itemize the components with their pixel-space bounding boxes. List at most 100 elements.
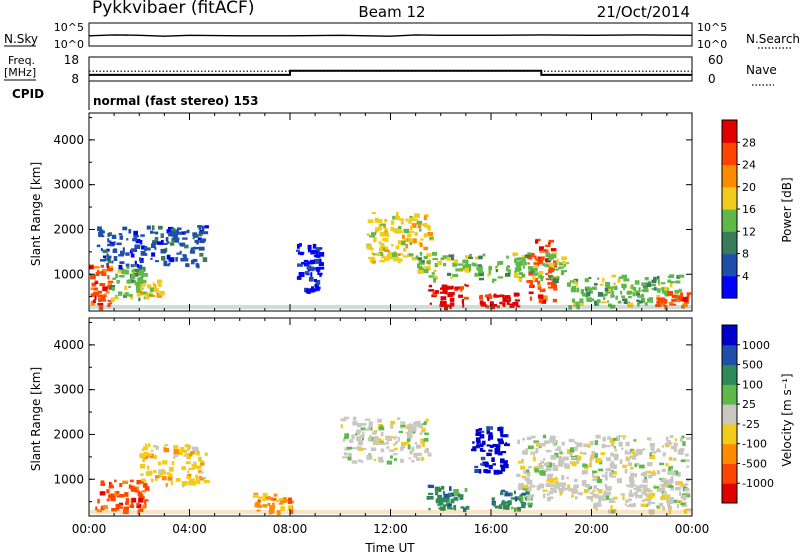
velocity-cell bbox=[681, 435, 685, 439]
velocity-cell bbox=[144, 500, 147, 504]
velocity-cell bbox=[552, 441, 557, 446]
velocity-cell bbox=[625, 456, 629, 461]
velocity-cell bbox=[624, 450, 628, 455]
power-cell bbox=[489, 301, 494, 307]
velocity-cell bbox=[592, 470, 598, 474]
power-cell bbox=[107, 275, 110, 280]
velocity-cell bbox=[499, 428, 504, 433]
velocity-cell bbox=[680, 500, 683, 504]
velocity-cell bbox=[642, 484, 648, 489]
power-cell bbox=[596, 299, 601, 303]
power-cell bbox=[519, 260, 524, 266]
power-cell bbox=[441, 301, 445, 306]
power-cell bbox=[418, 267, 425, 270]
velocity-cell bbox=[395, 440, 398, 444]
velocity-cell bbox=[574, 441, 577, 445]
velocity-cell bbox=[479, 469, 482, 474]
power-cell bbox=[317, 258, 322, 264]
velocity-ytick-label: 2000 bbox=[53, 427, 84, 441]
velocity-cell bbox=[396, 417, 401, 420]
velocity-cell bbox=[400, 421, 406, 424]
power-cell bbox=[128, 279, 134, 284]
velocity-cell bbox=[129, 504, 135, 508]
velocity-cell bbox=[449, 486, 452, 491]
cpid-value: normal (fast stereo) 153 bbox=[93, 94, 259, 108]
power-cell bbox=[155, 260, 159, 263]
velocity-cell bbox=[581, 479, 587, 485]
power-cell bbox=[140, 240, 143, 245]
velocity-cell bbox=[499, 504, 502, 510]
power-cell bbox=[533, 272, 539, 276]
power-cell bbox=[657, 299, 663, 304]
velocity-cell bbox=[510, 497, 515, 500]
power-cell bbox=[558, 262, 563, 266]
power-cell bbox=[192, 258, 198, 263]
velocity-cell bbox=[189, 478, 195, 483]
power-cell bbox=[414, 231, 418, 236]
velocity-cell bbox=[557, 482, 563, 487]
power-cell bbox=[194, 247, 199, 250]
power-ytick-label: 2000 bbox=[53, 222, 84, 236]
power-cell bbox=[98, 298, 103, 302]
power-cell bbox=[668, 290, 673, 296]
velocity-cell bbox=[200, 478, 205, 481]
velocity-colorbar-swatch bbox=[722, 325, 737, 346]
power-cell bbox=[528, 267, 532, 271]
power-cell bbox=[177, 227, 182, 231]
power-cell bbox=[314, 284, 318, 287]
power-cell bbox=[174, 232, 178, 237]
power-cell bbox=[373, 240, 377, 243]
power-cell bbox=[315, 286, 321, 290]
velocity-cell bbox=[196, 465, 202, 470]
power-cell bbox=[419, 228, 422, 232]
velocity-cell bbox=[664, 444, 670, 448]
power-cell bbox=[131, 248, 137, 253]
velocity-cell bbox=[136, 503, 142, 509]
power-cell bbox=[298, 243, 302, 247]
velocity-cell bbox=[550, 463, 556, 466]
velocity-cell bbox=[423, 438, 429, 442]
velocity-cell bbox=[106, 489, 110, 494]
velocity-cell bbox=[573, 485, 577, 491]
power-cell bbox=[136, 282, 142, 285]
velocity-cell bbox=[278, 502, 284, 505]
velocity-cell bbox=[673, 470, 679, 476]
velocity-cell bbox=[487, 438, 491, 441]
velocity-cell bbox=[640, 504, 647, 507]
power-cell bbox=[675, 294, 680, 300]
power-cell bbox=[434, 262, 439, 268]
velocity-cell bbox=[344, 433, 349, 439]
velocity-cell bbox=[659, 462, 665, 466]
velocity-cell bbox=[355, 433, 358, 436]
velocity-cell bbox=[390, 455, 393, 459]
power-cell bbox=[533, 262, 539, 265]
power-cell bbox=[174, 229, 179, 234]
power-colorbar-swatch bbox=[722, 120, 737, 143]
velocity-cell bbox=[114, 479, 117, 483]
power-cell bbox=[464, 267, 469, 273]
velocity-colorbar-tick-label: -500 bbox=[742, 457, 767, 470]
power-cell bbox=[539, 297, 544, 301]
velocity-cell bbox=[155, 445, 159, 450]
velocity-cell bbox=[680, 503, 685, 506]
velocity-cell bbox=[526, 469, 530, 473]
velocity-cell bbox=[532, 451, 538, 454]
power-cell bbox=[488, 270, 491, 275]
power-cell bbox=[533, 268, 538, 272]
power-cell bbox=[528, 269, 532, 272]
velocity-cell bbox=[464, 487, 468, 492]
power-cell bbox=[101, 295, 106, 300]
power-cell bbox=[121, 269, 127, 275]
power-cell bbox=[452, 262, 457, 267]
velocity-ytick-label: 1000 bbox=[53, 472, 84, 486]
velocity-cell bbox=[393, 436, 396, 440]
velocity-cell bbox=[542, 434, 547, 439]
power-cell bbox=[167, 264, 170, 267]
velocity-cell bbox=[622, 435, 627, 438]
velocity-cell bbox=[547, 496, 551, 502]
velocity-colorbar-tick-label: 25 bbox=[742, 398, 756, 411]
power-cell bbox=[474, 256, 479, 260]
